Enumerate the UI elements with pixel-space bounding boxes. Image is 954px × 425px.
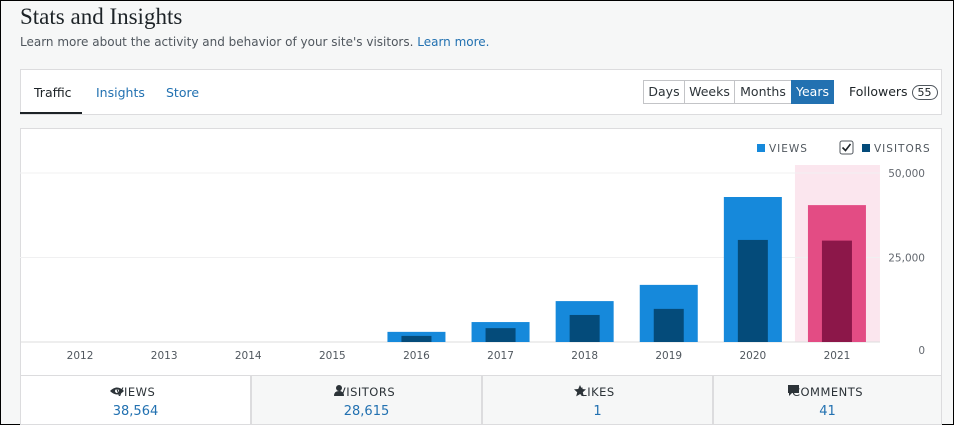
followers-label: Followers <box>849 84 908 99</box>
subtitle: Learn more about the activity and behavi… <box>20 35 490 49</box>
period-button[interactable]: Years <box>791 80 834 104</box>
tab[interactable]: Insights <box>96 85 145 100</box>
tab[interactable]: Traffic <box>34 85 72 100</box>
summary-card[interactable]: VISITORS 28,615 <box>251 375 482 425</box>
period-button[interactable]: Days <box>643 80 685 104</box>
tab-underline <box>20 112 82 114</box>
period-button[interactable]: Weeks <box>684 80 735 104</box>
followers[interactable]: Followers 55 <box>849 84 938 101</box>
period-button[interactable]: Months <box>734 80 792 104</box>
summary-card[interactable]: COMMENTS 41 <box>713 375 942 425</box>
summary-label: VIEWS <box>115 385 156 399</box>
chart-card <box>20 128 942 376</box>
summary-value: 38,564 <box>112 404 159 419</box>
summary-card[interactable]: VIEWS 38,564 <box>20 375 251 425</box>
summary-label: COMMENTS <box>791 385 864 399</box>
tab[interactable]: Store <box>166 85 200 100</box>
learn-more-link[interactable]: Learn more. <box>417 35 490 49</box>
summary-value: 28,615 <box>343 404 390 419</box>
summary-label: VISITORS <box>337 385 396 399</box>
page-title: Stats and Insights <box>20 4 183 29</box>
summary-label: LIKES <box>580 385 615 399</box>
summary-value: 41 <box>819 404 836 419</box>
subtitle-text: Learn more about the activity and behavi… <box>20 35 414 49</box>
followers-count: 55 <box>911 85 938 100</box>
summary-value: 1 <box>593 404 602 419</box>
summary-card[interactable]: LIKES 1 <box>482 375 713 425</box>
